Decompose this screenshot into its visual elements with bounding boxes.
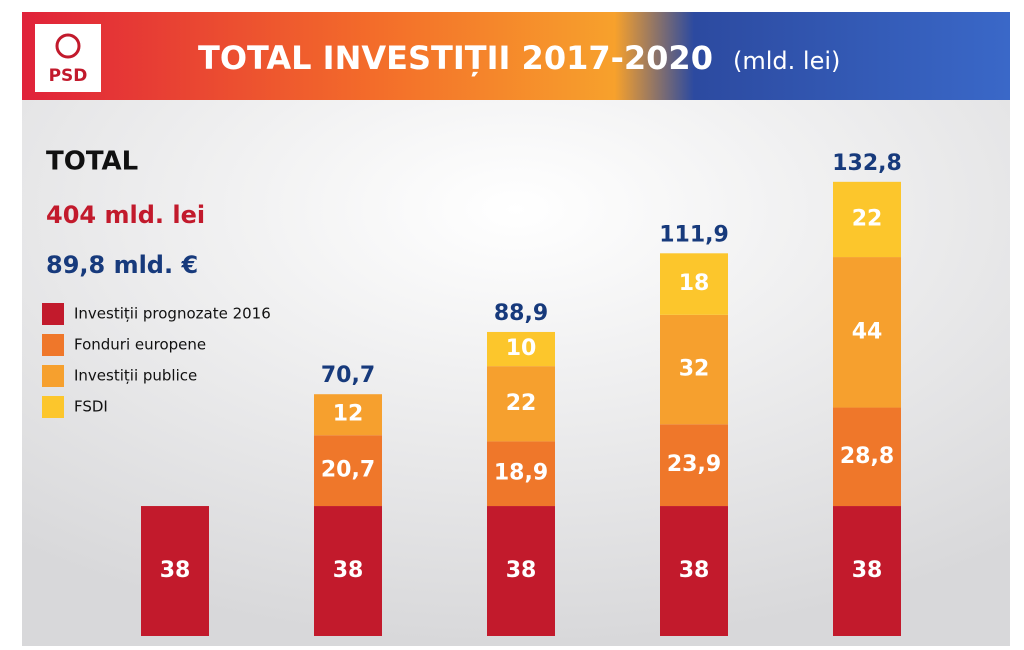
bar-segment [660, 506, 728, 636]
summary-lei: 404 mld. lei [46, 201, 205, 229]
legend-label: Fonduri europene [74, 336, 206, 354]
value-label: 10 [506, 336, 537, 361]
value-label: 20,7 [321, 458, 375, 483]
bar-segment [833, 506, 901, 636]
legend-swatch [42, 334, 64, 356]
bar-segment [833, 181, 901, 258]
value-label: 38 [852, 558, 883, 583]
legend-swatch [42, 396, 64, 418]
total-label: 132,8 [832, 151, 902, 176]
bar-segment [833, 407, 901, 507]
header-band [22, 12, 1010, 100]
value-label: 38 [333, 558, 364, 583]
total-label: 70,7 [321, 363, 375, 388]
total-label: 88,9 [494, 301, 548, 326]
legend-label: Investiții prognozate 2016 [74, 305, 271, 323]
bar-segment [487, 366, 555, 442]
value-label: 38 [679, 558, 710, 583]
total-label: 111,9 [659, 222, 729, 247]
bar-segment [833, 257, 901, 408]
logo-text: PSD [49, 66, 88, 86]
bar-segment [487, 441, 555, 507]
title: TOTAL INVESTIȚII 2017-2020 [198, 39, 713, 77]
summary-eur: 89,8 mld. € [46, 251, 198, 279]
value-label: 12 [333, 402, 364, 427]
value-label: 18 [679, 271, 710, 296]
bar-segment [141, 506, 209, 636]
bar-segment [314, 394, 382, 436]
bar-segment [487, 506, 555, 636]
value-label: 28,8 [840, 444, 894, 469]
bar-segment [660, 424, 728, 507]
bar-segment [487, 331, 555, 367]
value-label: 23,9 [667, 452, 721, 477]
value-label: 44 [852, 319, 883, 344]
bar-segment [314, 506, 382, 636]
logo-rose [55, 33, 81, 59]
legend-swatch [42, 365, 64, 387]
value-label: 22 [506, 391, 537, 416]
value-label: 38 [160, 558, 191, 583]
legend-label: FSDI [74, 398, 108, 416]
value-label: 22 [852, 206, 883, 231]
summary-label: TOTAL [46, 147, 138, 177]
value-label: 38 [506, 558, 537, 583]
value-label: 32 [679, 357, 710, 382]
bar-segment [314, 435, 382, 507]
value-label: 18,9 [494, 461, 548, 486]
bar-segment [660, 314, 728, 425]
title-unit: (mld. lei) [733, 47, 840, 75]
bar-segment [660, 253, 728, 315]
legend-swatch [42, 303, 64, 325]
legend-label: Investiții publice [74, 367, 197, 385]
